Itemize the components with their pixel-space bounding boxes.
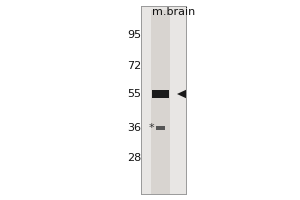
Text: m.brain: m.brain [152,7,195,17]
Bar [156,126,165,130]
Bar [152,90,169,98]
Bar [151,10,170,194]
Text: 72: 72 [127,61,141,71]
Text: 28: 28 [127,153,141,163]
Text: 95: 95 [127,30,141,40]
Bar [141,6,186,194]
Text: 36: 36 [127,123,141,133]
Text: *: * [148,123,154,133]
Text: 55: 55 [127,89,141,99]
Polygon shape [177,90,186,98]
